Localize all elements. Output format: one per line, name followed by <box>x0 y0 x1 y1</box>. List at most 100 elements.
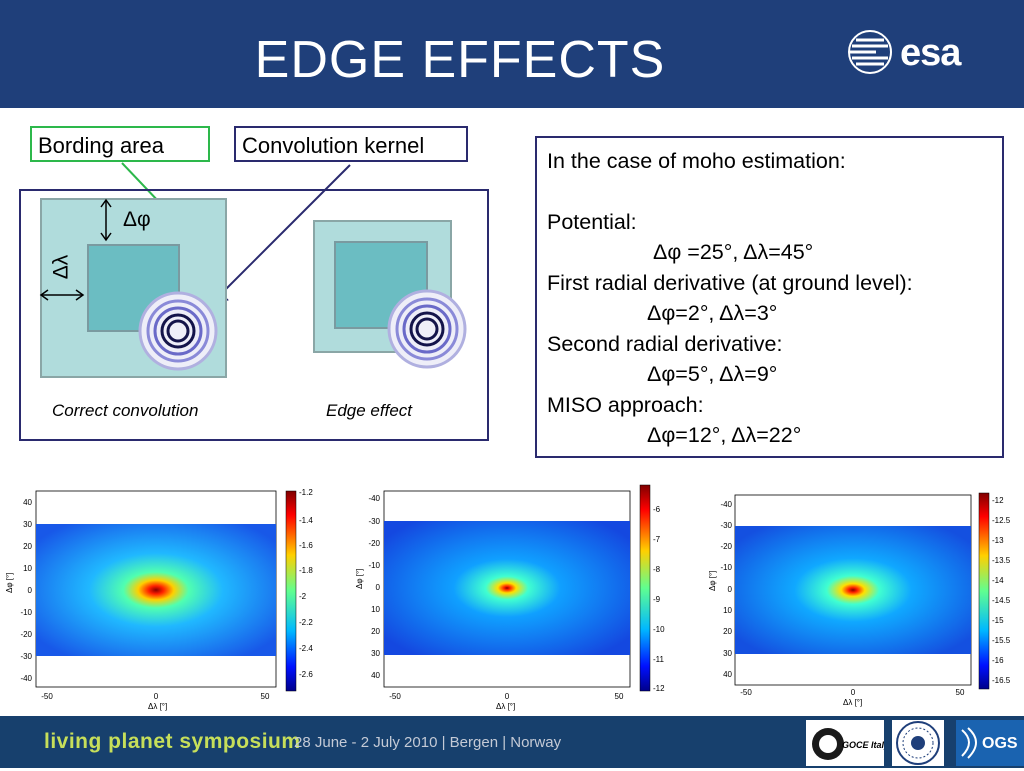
convolution-diagram: Δφ Δλ Correct convolution Edge effect <box>19 189 489 441</box>
plot2-xlabel: Δλ [°] <box>496 702 515 711</box>
plot3-cbar-tick: -12 <box>992 496 1004 505</box>
plot1-ytick: -20 <box>20 630 32 639</box>
second-derivative-values: Δφ=5°, Δλ=9° <box>647 362 778 386</box>
symposium-dates: 28 June - 2 July 2010 | Bergen | Norway <box>294 734 562 751</box>
plot3-ytick: 30 <box>723 649 732 658</box>
ogs-logo: OGS <box>956 720 1024 766</box>
first-derivative-label: First radial derivative (at ground level… <box>547 270 913 295</box>
heatmap-plot-1: Δφ [°] Δλ [°] 40 30 20 10 0 -10 -20 -30 … <box>0 481 326 713</box>
first-derivative-values: Δφ=2°, Δλ=3° <box>647 301 778 325</box>
bording-area-label: Bording area <box>30 126 210 162</box>
plot3-cbar-tick: -16.5 <box>992 676 1011 685</box>
info-intro: In the case of moho estimation: <box>547 149 846 173</box>
plot3-cbar-tick: -14 <box>992 576 1004 585</box>
plot1-cbar-tick: -2.2 <box>299 618 313 627</box>
plot3-ytick: -10 <box>720 563 732 572</box>
kernel-icon-edge <box>387 289 467 369</box>
heatmap-plot-2: Δφ [°] Δλ [°] -40 -30 -20 -10 0 10 20 30… <box>350 481 670 713</box>
plot3-ytick: -40 <box>720 500 732 509</box>
plot2-cbar-tick: -9 <box>653 595 661 604</box>
plot1-xtick: 0 <box>154 692 159 701</box>
plot2-ytick: 30 <box>371 649 380 658</box>
delta-phi-label: Δφ <box>123 208 151 231</box>
plot3-cbar-tick: -15 <box>992 616 1004 625</box>
esa-logo <box>848 30 892 74</box>
potential-values: Δφ =25°, Δλ=45° <box>653 240 814 264</box>
plot3-cbar-tick: -12.5 <box>992 516 1011 525</box>
plot3-cbar-tick: -13.5 <box>992 556 1011 565</box>
plot2-ytick: 0 <box>376 583 381 592</box>
plot2-ylabel: Δφ [°] <box>355 569 364 589</box>
goce-italy-logo: GOCE Italy <box>806 720 890 766</box>
header-bar: EDGE EFFECTS esa <box>0 0 1024 108</box>
plot2-cbar-tick: -12 <box>653 684 665 693</box>
edge-effect-caption: Edge effect <box>326 401 413 420</box>
convolution-kernel-label: Convolution kernel <box>234 126 468 162</box>
potential-label: Potential: <box>547 209 637 234</box>
plot2-ytick: 40 <box>371 671 380 680</box>
plot2-ytick: -10 <box>368 561 380 570</box>
plot1-cbar-tick: -1.4 <box>299 516 313 525</box>
plot3-ytick: 10 <box>723 606 732 615</box>
plot1-ytick: -40 <box>20 674 32 683</box>
plot2-ytick: 10 <box>371 605 380 614</box>
plot2-cbar-tick: -7 <box>653 535 661 544</box>
plot3-ylabel: Δφ [°] <box>708 571 717 591</box>
plot2-ytick: -30 <box>368 517 380 526</box>
plot1-cbar-tick: -2 <box>299 592 307 601</box>
plot2-xtick: 50 <box>615 692 624 701</box>
plot2-ytick: 20 <box>371 627 380 636</box>
plot1-xtick: -50 <box>41 692 53 701</box>
goce-italy-logo-text: GOCE Italy <box>842 740 884 750</box>
plot1-cbar-tick: -1.8 <box>299 566 313 575</box>
plot2-cbar-tick: -11 <box>653 655 665 664</box>
plot2-cbar-tick: -10 <box>653 625 665 634</box>
plot3-xtick: 50 <box>956 688 965 697</box>
ogs-logo-text: OGS <box>982 735 1018 752</box>
plot1-ytick: 0 <box>28 586 33 595</box>
plot1-cbar-tick: -2.4 <box>299 644 313 653</box>
dimension-arrows <box>39 198 112 301</box>
esa-logo-text: esa <box>900 32 961 74</box>
plot3-cbar-tick: -13 <box>992 536 1004 545</box>
plot3-ytick: 20 <box>723 627 732 636</box>
plot3-ytick: -30 <box>720 521 732 530</box>
kernel-icon <box>138 291 218 371</box>
plot1-ytick: 40 <box>23 498 32 507</box>
plot1-xtick: 50 <box>261 692 270 701</box>
plot1-ytick: 20 <box>23 542 32 551</box>
plot1-ytick: 30 <box>23 520 32 529</box>
plot3-xlabel: Δλ [°] <box>843 698 862 707</box>
plot3-xtick: 0 <box>851 688 856 697</box>
plot2-cbar-tick: -6 <box>653 505 661 514</box>
miso-label: MISO approach: <box>547 392 704 417</box>
second-derivative-label: Second radial derivative: <box>547 331 783 356</box>
plot2-cbar-tick: -8 <box>653 565 661 574</box>
heatmap-plot-3: Δφ [°] Δλ [°] -40 -30 -20 -10 0 10 20 30… <box>705 487 1024 715</box>
plot2-xtick: -50 <box>389 692 401 701</box>
plot3-xtick: -50 <box>740 688 752 697</box>
plot3-cbar-tick: -14.5 <box>992 596 1011 605</box>
page-title: EDGE EFFECTS <box>254 31 666 89</box>
plot1-xlabel: Δλ [°] <box>148 702 167 711</box>
plot3-cbar-tick: -15.5 <box>992 636 1011 645</box>
kernel-circles <box>39 198 467 371</box>
plot2-xtick: 0 <box>505 692 510 701</box>
correct-convolution-caption: Correct convolution <box>52 401 199 420</box>
plot1-ytick: 10 <box>23 564 32 573</box>
plot3-ytick: 0 <box>728 585 733 594</box>
plot1-cbar-tick: -1.2 <box>299 488 313 497</box>
plot2-ytick: -20 <box>368 539 380 548</box>
plot1-ytick: -10 <box>20 608 32 617</box>
university-seal-logo <box>892 720 944 766</box>
miso-values: Δφ=12°, Δλ=22° <box>647 423 802 447</box>
plot1-ytick: -30 <box>20 652 32 661</box>
plot3-ytick: -20 <box>720 542 732 551</box>
plot1-ylabel: Δφ [°] <box>5 573 14 593</box>
moho-estimation-info: In the case of moho estimation: Potentia… <box>535 136 1004 458</box>
symposium-name: living planet symposium <box>44 730 301 753</box>
plot3-ytick: 40 <box>723 670 732 679</box>
plot1-cbar-tick: -1.6 <box>299 541 313 550</box>
delta-lambda-label: Δλ <box>49 254 73 280</box>
plot3-cbar-tick: -16 <box>992 656 1004 665</box>
